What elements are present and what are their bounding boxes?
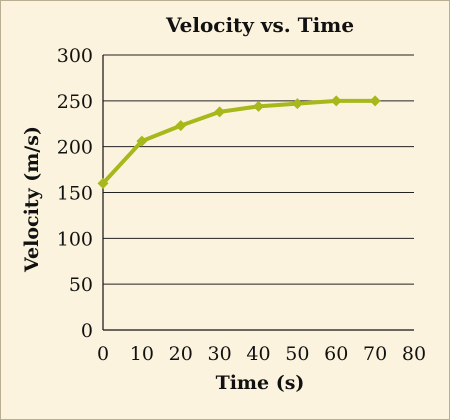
y-tick-label-5: 250 — [57, 91, 93, 113]
x-tick-label-8: 80 — [402, 343, 426, 365]
x-axis-label: Time (s) — [216, 372, 305, 394]
x-tick-label-6: 60 — [324, 343, 348, 365]
data-point-2 — [175, 120, 187, 132]
data-point-7 — [369, 95, 381, 107]
series-group — [97, 95, 381, 189]
data-point-3 — [214, 106, 226, 118]
x-tick-labels: 0 10 20 30 40 50 60 70 80 — [97, 343, 426, 365]
x-tick-label-2: 20 — [169, 343, 193, 365]
y-tick-label-4: 200 — [57, 137, 93, 159]
chart-title: Velocity vs. Time — [165, 13, 354, 37]
y-tick-label-2: 100 — [57, 228, 93, 250]
y-tick-label-0: 0 — [81, 320, 93, 342]
y-axis-label: Velocity (m/s) — [21, 126, 43, 273]
series-line-0 — [101, 98, 378, 186]
y-tick-label-1: 50 — [69, 274, 93, 296]
x-tick-label-1: 10 — [130, 343, 154, 365]
gridlines — [103, 54, 414, 285]
x-tick-label-0: 0 — [97, 343, 109, 365]
x-tick-label-7: 70 — [363, 343, 387, 365]
y-tick-label-6: 300 — [57, 45, 93, 67]
data-point-0 — [97, 177, 109, 189]
data-point-5 — [291, 98, 303, 110]
y-tick-labels: 0 50 100 150 200 250 300 — [57, 45, 93, 342]
x-tick-label-4: 40 — [246, 343, 270, 365]
data-point-4 — [253, 100, 264, 112]
data-point-6 — [330, 95, 342, 107]
data-point-1 — [136, 135, 148, 147]
x-tick-label-5: 50 — [285, 343, 309, 365]
x-tick-label-3: 30 — [208, 343, 232, 365]
y-tick-label-3: 150 — [57, 183, 93, 205]
